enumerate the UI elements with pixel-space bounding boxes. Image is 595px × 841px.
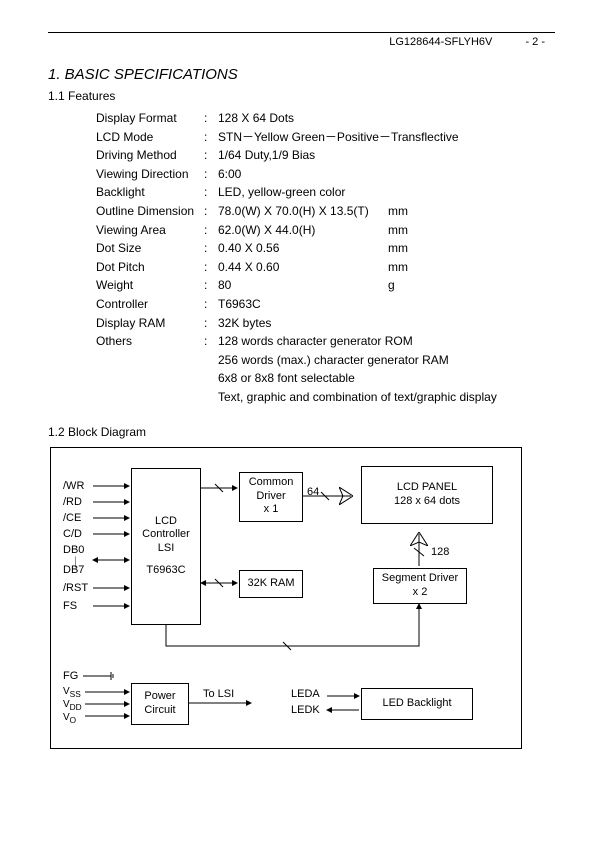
value: 32K bytes (218, 314, 555, 333)
page-header: LG128644-SFLYH6V - 2 - (48, 36, 555, 48)
value: 80 (218, 276, 388, 295)
value: 0.40 X 0.56 (218, 239, 388, 258)
label: Driving Method (96, 146, 204, 165)
label: Outline Dimension (96, 202, 204, 221)
label: Viewing Direction (96, 165, 204, 184)
label: Viewing Area (96, 221, 204, 240)
value: 78.0(W) X 70.0(H) X 13.5(T) (218, 202, 388, 221)
others-line: 256 words (max.) character generator RAM (218, 351, 555, 370)
features-title: 1.1 Features (48, 89, 555, 103)
section-title: 1. BASIC SPECIFICATIONS (48, 66, 555, 83)
unit: mm (388, 239, 428, 258)
unit: mm (388, 202, 428, 221)
others-line: 6x8 or 8x8 font selectable (218, 369, 555, 388)
label: Others (96, 332, 204, 351)
value: 128 X 64 Dots (218, 109, 555, 128)
page-number: - 2 - (525, 36, 545, 48)
unit: g (388, 276, 428, 295)
value: LED, yellow-green color (218, 183, 555, 202)
diagram-arrows (51, 448, 521, 748)
label: LCD Mode (96, 128, 204, 147)
label: Backlight (96, 183, 204, 202)
value: 128 words character generator ROM (218, 332, 555, 351)
others-line: Text, graphic and combination of text/gr… (218, 388, 555, 407)
label: Display RAM (96, 314, 204, 333)
label: Display Format (96, 109, 204, 128)
value: 1/64 Duty,1/9 Bias (218, 146, 555, 165)
label: Weight (96, 276, 204, 295)
header-rule (48, 32, 555, 33)
unit: mm (388, 258, 428, 277)
block-diagram-title: 1.2 Block Diagram (48, 425, 555, 439)
value: 62.0(W) X 44.0(H) (218, 221, 388, 240)
label: Dot Pitch (96, 258, 204, 277)
value: 0.44 X 0.60 (218, 258, 388, 277)
value: T6963C (218, 295, 555, 314)
unit: mm (388, 221, 428, 240)
block-diagram: /WR /RD /CE C/D DB0 ｜ DB7 /RST FS FG VSS… (50, 447, 522, 749)
label: Controller (96, 295, 204, 314)
features-table: Display Format:128 X 64 Dots LCD Mode:ST… (96, 109, 555, 407)
part-number: LG128644-SFLYH6V (389, 36, 492, 48)
value: 6:00 (218, 165, 555, 184)
label: Dot Size (96, 239, 204, 258)
value: STN－Yellow Green－Positive－Transflective (218, 128, 555, 147)
